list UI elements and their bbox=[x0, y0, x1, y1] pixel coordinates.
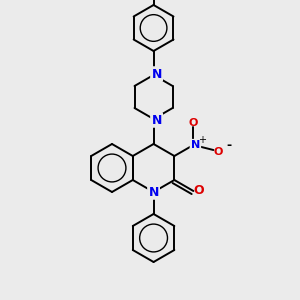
Text: N: N bbox=[152, 113, 162, 127]
Text: N: N bbox=[191, 140, 200, 150]
Text: -: - bbox=[227, 139, 232, 152]
Text: N: N bbox=[148, 185, 159, 199]
Text: N: N bbox=[152, 68, 162, 80]
Text: O: O bbox=[189, 118, 198, 128]
Text: O: O bbox=[214, 147, 223, 157]
Text: O: O bbox=[193, 184, 204, 197]
Text: +: + bbox=[198, 135, 206, 145]
